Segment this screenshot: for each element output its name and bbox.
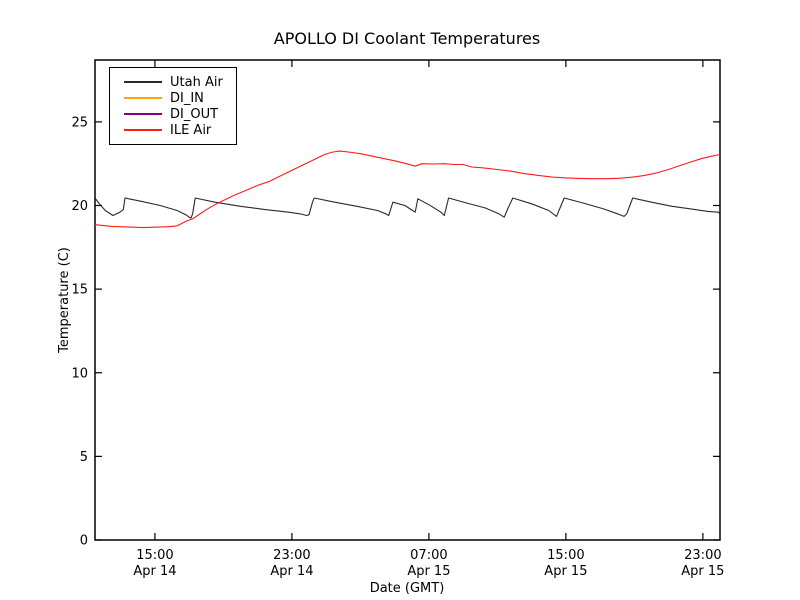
series-line-utah-air bbox=[94, 197, 721, 219]
legend-item-label: Utah Air bbox=[170, 74, 223, 90]
legend-line-ile-air bbox=[124, 129, 162, 131]
legend-item-label: ILE Air bbox=[170, 122, 212, 138]
x-axis-label: Date (GMT) bbox=[370, 581, 445, 596]
y-tick-label: 20 bbox=[71, 199, 88, 214]
x-tick-date-label: Apr 14 bbox=[270, 564, 313, 579]
legend-item: Utah Air bbox=[124, 74, 232, 90]
legend-item-label: DI_OUT bbox=[170, 106, 219, 122]
y-tick-label: 15 bbox=[71, 283, 88, 298]
x-tick-time-label: 15:00 bbox=[547, 548, 584, 563]
y-tick-label: 10 bbox=[71, 366, 88, 381]
chart-title: APOLLO DI Coolant Temperatures bbox=[274, 29, 540, 48]
y-axis-label: Temperature (C) bbox=[57, 247, 72, 354]
x-tick-date-label: Apr 14 bbox=[133, 564, 176, 579]
x-tick-time-label: 07:00 bbox=[410, 548, 447, 563]
legend-line-di-out bbox=[124, 113, 162, 115]
y-tick-label: 5 bbox=[80, 450, 88, 465]
series-lines bbox=[94, 150, 721, 229]
x-tick-date-label: Apr 15 bbox=[681, 564, 724, 579]
x-tick-time-label: 23:00 bbox=[273, 548, 310, 563]
legend-line-di-in bbox=[124, 97, 162, 99]
y-tick-label: 25 bbox=[71, 115, 88, 130]
y-tick-label: 0 bbox=[80, 534, 88, 549]
x-tick-date-label: Apr 15 bbox=[544, 564, 587, 579]
plot-area-border bbox=[94, 59, 721, 541]
x-tick-time-label: 15:00 bbox=[136, 548, 173, 563]
series-line-ile-air bbox=[94, 150, 721, 229]
x-tick-time-label: 23:00 bbox=[684, 548, 721, 563]
legend-item: ILE Air bbox=[124, 122, 232, 138]
legend-item-label: DI_IN bbox=[170, 90, 204, 106]
legend-item: DI_IN bbox=[124, 90, 232, 106]
x-tick-date-label: Apr 15 bbox=[407, 564, 450, 579]
legend-item: DI_OUT bbox=[124, 106, 232, 122]
legend-line-utah-air bbox=[124, 81, 162, 83]
axis-ticks bbox=[95, 60, 720, 541]
legend: Utah Air DI_IN DI_OUT ILE Air bbox=[109, 67, 237, 145]
